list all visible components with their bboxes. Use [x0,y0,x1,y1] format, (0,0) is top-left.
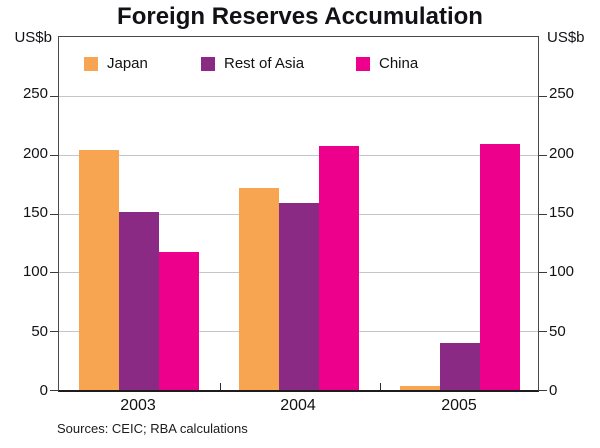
axis-tick [539,95,547,97]
category-separator-tick [219,383,221,390]
bar-rest_of_asia-2005 [440,342,480,390]
legend-label: Rest of Asia [224,55,305,72]
legend-item-china: China [356,55,419,72]
axis-tick [50,390,58,391]
legend-swatch-rest_of_asia [201,56,215,71]
axis-tick [539,154,547,156]
axis-tick [50,154,58,156]
y-axis-labels-left: 0 50 100 150 200 250 [0,36,48,399]
y-tick-label: 0 [39,382,48,399]
source-note: Sources: CEIC; RBA calculations [57,421,248,436]
gridline [59,95,538,97]
bar-rest_of_asia-2004 [279,202,319,390]
plot-area: Japan Rest of Asia China [50,36,547,392]
legend-item-japan: Japan [84,55,148,72]
x-axis-labels: 2003 2004 2005 [58,397,539,417]
bar-japan-2004 [239,187,279,390]
y-tick-label: 0 [549,382,558,399]
gridline [59,154,538,156]
y-tick-label: 250 [22,85,48,103]
y-tick-label: 50 [31,322,48,340]
legend-item-rest_of_asia: Rest of Asia [201,55,305,72]
x-tick-label: 2004 [280,397,316,414]
legend-swatch-china [356,56,370,71]
category-separator-tick [379,383,381,390]
bar-japan-2005 [400,386,440,390]
y-tick-label: 250 [549,85,575,103]
axis-tick [50,213,58,215]
legend-label: Japan [107,55,148,72]
bar-china-2004 [319,146,359,390]
axis-tick [539,272,547,274]
bar-rest_of_asia-2003 [119,212,159,390]
y-tick-label: 100 [549,263,575,281]
x-tick-label: 2003 [120,397,156,414]
legend-label: China [379,55,419,72]
y-tick-label: 150 [549,204,575,221]
y-axis-labels-right: 0 50 100 150 200 250 [549,36,597,399]
axis-tick [50,95,58,97]
y-tick-label: 200 [549,144,575,162]
axis-tick [539,213,547,215]
y-tick-label: 150 [22,204,48,221]
y-tick-label: 100 [22,263,48,281]
chart-title: Foreign Reserves Accumulation [117,3,483,30]
bar-japan-2003 [79,149,119,390]
bar-china-2003 [159,252,199,390]
x-tick-label: 2005 [441,397,477,414]
y-axis-unit-left: US$b [14,29,52,46]
y-tick-label: 50 [549,322,566,340]
axis-tick [50,272,58,274]
bar-china-2005 [480,144,520,390]
legend: Japan Rest of Asia China [59,55,538,72]
axis-tick [539,331,547,333]
y-tick-label: 200 [22,144,48,162]
legend-swatch-japan [84,56,98,71]
y-axis-unit-right: US$b [547,29,585,46]
axis-tick [50,331,58,333]
axis-tick [539,390,547,391]
